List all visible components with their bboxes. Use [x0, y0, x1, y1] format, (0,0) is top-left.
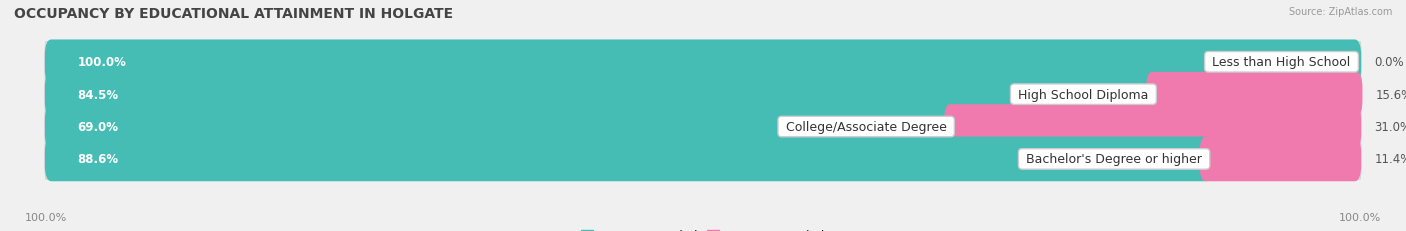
FancyBboxPatch shape	[943, 105, 1361, 149]
FancyBboxPatch shape	[1146, 73, 1362, 117]
Text: 88.6%: 88.6%	[77, 153, 118, 166]
FancyBboxPatch shape	[45, 73, 1159, 117]
Text: 31.0%: 31.0%	[1374, 121, 1406, 134]
Text: Source: ZipAtlas.com: Source: ZipAtlas.com	[1288, 7, 1392, 17]
FancyBboxPatch shape	[45, 137, 1212, 182]
Text: 84.5%: 84.5%	[77, 88, 118, 101]
Text: OCCUPANCY BY EDUCATIONAL ATTAINMENT IN HOLGATE: OCCUPANCY BY EDUCATIONAL ATTAINMENT IN H…	[14, 7, 453, 21]
Text: 69.0%: 69.0%	[77, 121, 118, 134]
Text: 0.0%: 0.0%	[1374, 56, 1403, 69]
Text: Less than High School: Less than High School	[1208, 56, 1354, 69]
FancyBboxPatch shape	[45, 36, 1361, 89]
FancyBboxPatch shape	[45, 133, 1361, 185]
FancyBboxPatch shape	[1199, 137, 1361, 182]
Text: 100.0%: 100.0%	[25, 212, 67, 222]
FancyBboxPatch shape	[45, 105, 957, 149]
Legend: Owner-occupied, Renter-occupied: Owner-occupied, Renter-occupied	[576, 224, 830, 231]
Text: College/Associate Degree: College/Associate Degree	[782, 121, 950, 134]
FancyBboxPatch shape	[45, 69, 1361, 121]
Text: 100.0%: 100.0%	[1339, 212, 1381, 222]
Text: High School Diploma: High School Diploma	[1014, 88, 1153, 101]
FancyBboxPatch shape	[45, 40, 1361, 85]
Text: 11.4%: 11.4%	[1374, 153, 1406, 166]
Text: 15.6%: 15.6%	[1375, 88, 1406, 101]
Text: Bachelor's Degree or higher: Bachelor's Degree or higher	[1022, 153, 1206, 166]
FancyBboxPatch shape	[45, 101, 1361, 153]
Text: 100.0%: 100.0%	[77, 56, 127, 69]
